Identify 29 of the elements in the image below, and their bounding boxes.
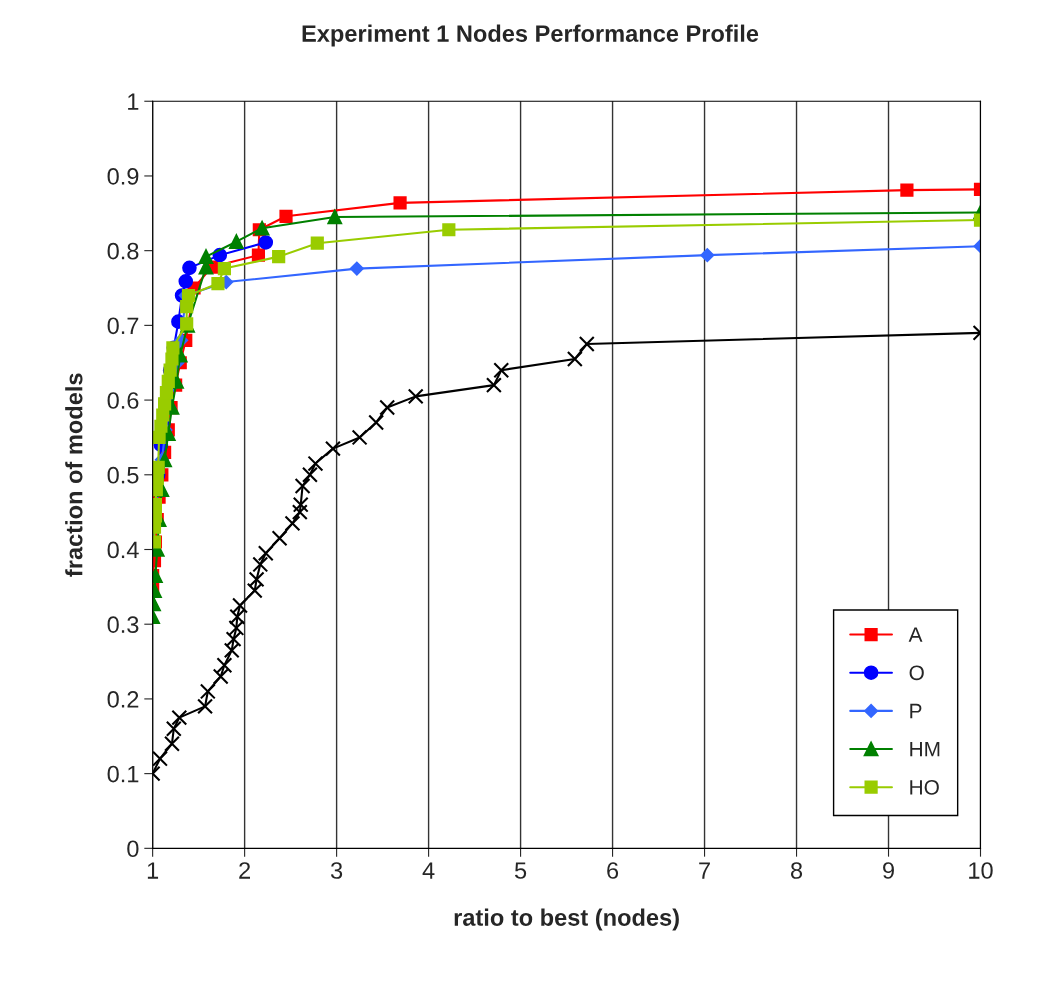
legend-label: O xyxy=(909,665,924,681)
legend-label: HM xyxy=(910,742,940,757)
x-tick-label: 9 xyxy=(883,862,894,879)
legend-label: HO xyxy=(910,779,939,795)
y-tick-label: 0.2 xyxy=(107,690,139,708)
x-axis-title: ratio to best (nodes) xyxy=(454,908,679,931)
x-tick-label: 8 xyxy=(790,862,803,879)
y-tick-label: 0.8 xyxy=(107,242,139,260)
y-tick-label: 0.1 xyxy=(107,765,139,783)
y-tick-label: 0.7 xyxy=(107,317,139,335)
legend-label: P xyxy=(910,703,922,719)
y-tick-label: 0 xyxy=(127,840,139,858)
legend-label: A xyxy=(908,627,923,642)
y-tick-label: 0.3 xyxy=(107,616,139,633)
y-tick-label: 0.5 xyxy=(107,466,139,484)
x-tick-label: 5 xyxy=(514,862,527,879)
y-tick-label: 1 xyxy=(128,93,139,110)
x-tick-label: 2 xyxy=(239,862,251,879)
y-tick-label: 0.9 xyxy=(107,168,139,185)
chart-title: Experiment 1 Nodes Performance Profile xyxy=(302,24,759,47)
x-tick-label: 3 xyxy=(330,862,343,879)
x-tick-label: 7 xyxy=(699,862,710,879)
x-tick-label: 1 xyxy=(147,862,159,879)
x-tick-label: 6 xyxy=(607,862,619,879)
x-tick-label: 10 xyxy=(969,862,993,879)
y-tick-label: 0.4 xyxy=(107,541,139,559)
y-axis-title: fraction of models xyxy=(65,373,83,577)
y-tick-label: 0.6 xyxy=(107,392,139,409)
x-tick-label: 4 xyxy=(422,862,435,879)
